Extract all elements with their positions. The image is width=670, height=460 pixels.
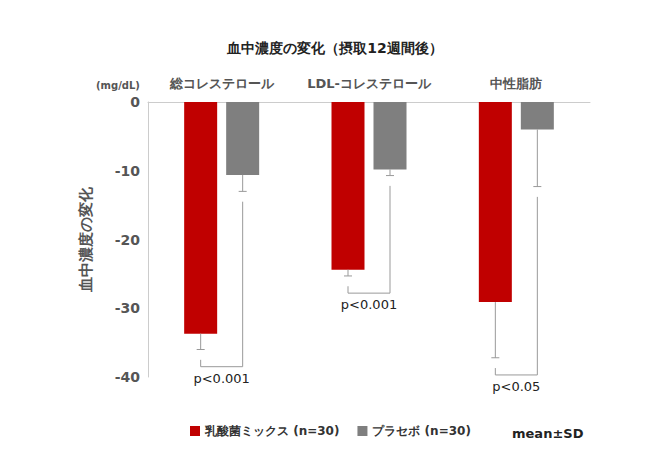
svg-text:p<0.05: p<0.05: [492, 379, 540, 394]
svg-text:-20: -20: [115, 232, 141, 248]
svg-text:プラセボ (n=30): プラセボ (n=30): [372, 424, 470, 438]
svg-text:(mg/dL): (mg/dL): [96, 80, 140, 91]
svg-text:-30: -30: [115, 300, 141, 316]
svg-text:総コレステロール: 総コレステロール: [169, 76, 275, 91]
svg-text:乳酸菌ミックス (n=30): 乳酸菌ミックス (n=30): [204, 424, 339, 438]
svg-text:LDL-コレステロール: LDL-コレステロール: [307, 76, 432, 91]
svg-text:血中濃度の変化（摂取12週間後）: 血中濃度の変化（摂取12週間後）: [226, 40, 442, 56]
svg-text:-10: -10: [115, 163, 141, 179]
svg-text:血中濃度の変化: 血中濃度の変化: [77, 186, 95, 293]
svg-text:p<0.001: p<0.001: [193, 371, 249, 386]
svg-text:p<0.001: p<0.001: [341, 297, 397, 312]
svg-text:mean±SD: mean±SD: [512, 426, 584, 441]
svg-text:-40: -40: [115, 369, 141, 385]
svg-text:中性脂肪: 中性脂肪: [490, 76, 542, 91]
svg-text:0: 0: [130, 94, 140, 110]
